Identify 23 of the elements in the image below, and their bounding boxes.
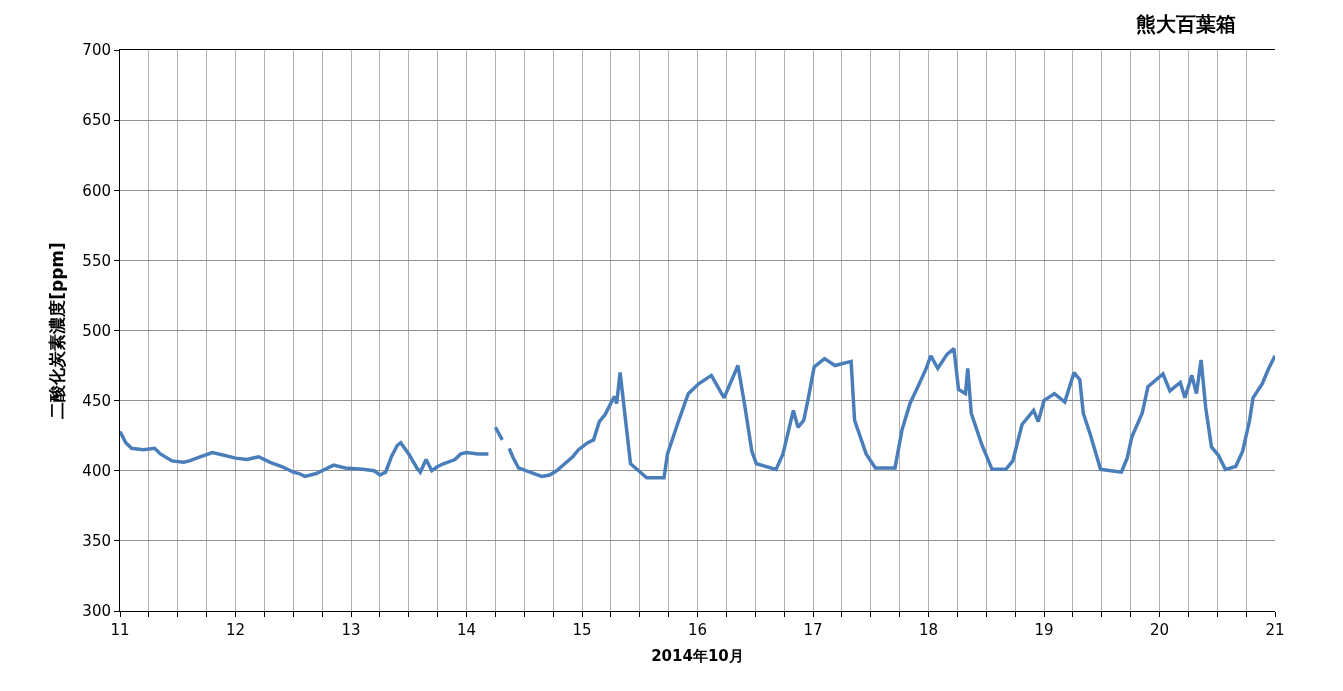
x-axis-title: 2014年10月 (651, 647, 744, 665)
x-tick-label: 15 (572, 621, 592, 639)
x-tick-label: 21 (1265, 621, 1285, 639)
y-tick-label: 350 (82, 532, 111, 551)
x-tick-label: 17 (803, 621, 823, 639)
y-tick-label: 600 (82, 181, 111, 200)
x-tick-label: 18 (918, 621, 939, 639)
y-axis-title: 二酸化炭素濃度[ppm] (46, 242, 67, 419)
x-tick-label: 11 (110, 621, 130, 639)
x-tick-label: 20 (1149, 621, 1170, 639)
x-tick-label: 14 (456, 621, 477, 639)
x-tick-label: 16 (687, 621, 708, 639)
x-tick-label: 13 (341, 621, 361, 639)
y-tick-label: 650 (82, 111, 111, 130)
y-tick-label: 550 (82, 251, 111, 270)
y-tick-label: 700 (82, 41, 111, 60)
chart-title: 熊大百葉箱 (1135, 12, 1236, 37)
x-tick-label: 19 (1034, 621, 1054, 639)
y-tick-label: 400 (82, 462, 111, 480)
y-tick-label: 300 (82, 602, 111, 621)
y-tick-label: 450 (82, 391, 111, 410)
y-tick-label: 500 (82, 321, 111, 340)
x-tick-label: 12 (225, 621, 246, 639)
